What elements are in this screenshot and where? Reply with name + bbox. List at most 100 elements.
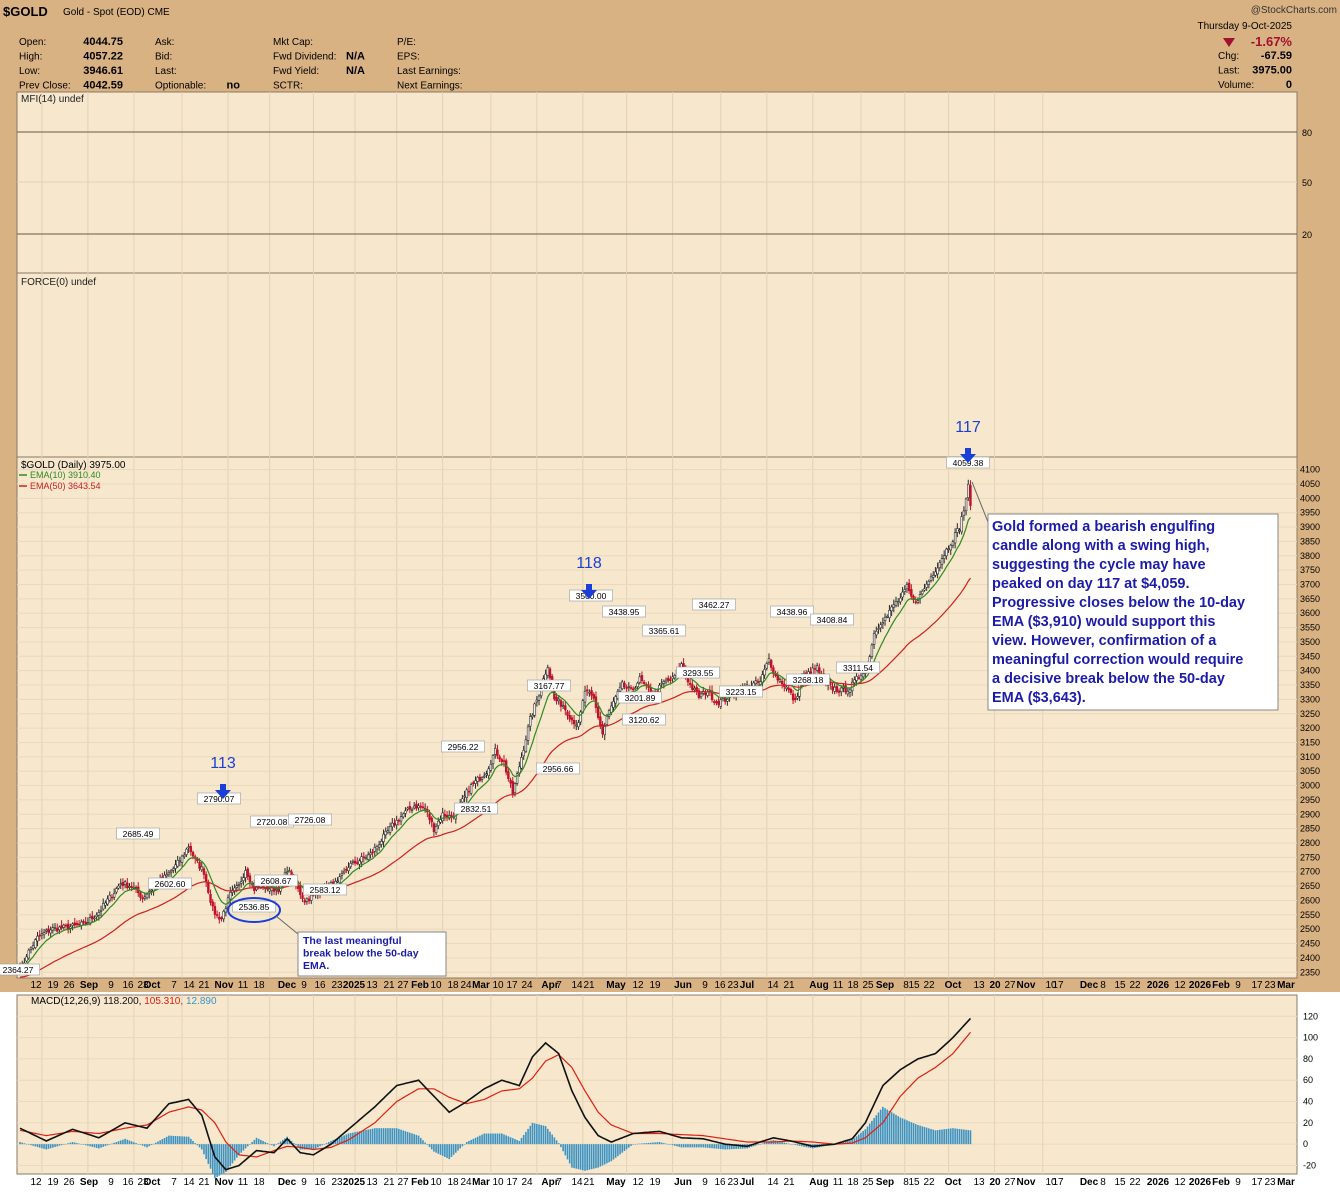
histogram-bar bbox=[93, 1144, 96, 1148]
x-axis-label: Sep bbox=[80, 980, 98, 991]
candle-body bbox=[301, 895, 304, 899]
histogram-bar bbox=[864, 1129, 867, 1145]
histogram-bar bbox=[306, 1144, 308, 1150]
price-tick-label: 2500 bbox=[1300, 924, 1320, 934]
x-axis-label: 23 bbox=[727, 1177, 739, 1188]
x-axis-label: 13 bbox=[366, 1177, 378, 1188]
x-axis-label: Mar bbox=[1277, 1177, 1295, 1188]
candle-body bbox=[945, 548, 948, 557]
histogram-bar bbox=[763, 1142, 766, 1145]
histogram-bar bbox=[492, 1133, 494, 1145]
histogram-bar bbox=[897, 1116, 899, 1145]
histogram-bar bbox=[249, 1144, 251, 1145]
histogram-bar bbox=[100, 1144, 102, 1148]
x-axis-label: 11 bbox=[833, 980, 844, 991]
x-axis-label: 27 bbox=[397, 1177, 409, 1188]
histogram-bar bbox=[908, 1121, 910, 1145]
candle-body bbox=[962, 510, 966, 516]
candle-body bbox=[767, 658, 771, 663]
price-callout: 2832.51 bbox=[461, 804, 492, 814]
histogram-bar bbox=[759, 1144, 762, 1145]
quote-mid2-value: N/A bbox=[346, 65, 365, 77]
candle-body bbox=[671, 676, 674, 679]
price-callout-box bbox=[770, 605, 814, 618]
candle-body bbox=[618, 686, 622, 692]
candle-body bbox=[406, 807, 409, 810]
candle-body bbox=[117, 885, 120, 889]
candle-body bbox=[848, 689, 852, 693]
histogram-bar bbox=[260, 1139, 262, 1145]
histogram-bar bbox=[133, 1142, 135, 1145]
candle-body bbox=[51, 927, 55, 931]
price-callout: 2956.66 bbox=[543, 764, 574, 774]
candle-body bbox=[246, 868, 249, 877]
histogram-bar bbox=[444, 1144, 446, 1157]
x-axis-label: Mar bbox=[472, 1177, 490, 1188]
price-tick-label: 3950 bbox=[1300, 508, 1320, 518]
histogram-bar bbox=[700, 1144, 702, 1148]
candle-body bbox=[715, 701, 718, 704]
histogram-bar bbox=[95, 1144, 98, 1148]
candle-body bbox=[167, 872, 171, 875]
x-axis-label: 23 bbox=[331, 1177, 343, 1188]
histogram-bar bbox=[733, 1144, 735, 1150]
histogram-bar bbox=[122, 1139, 124, 1145]
price-callout-box bbox=[116, 827, 160, 840]
histogram-bar bbox=[139, 1144, 142, 1145]
histogram-bar bbox=[481, 1134, 483, 1145]
candle-body bbox=[899, 597, 902, 603]
histogram-bar bbox=[564, 1144, 567, 1156]
histogram-bar bbox=[501, 1133, 503, 1145]
histogram-bar bbox=[566, 1144, 569, 1160]
histogram-bar bbox=[179, 1136, 181, 1145]
histogram-bar bbox=[676, 1144, 678, 1147]
histogram-bar bbox=[860, 1132, 862, 1145]
candle-body bbox=[342, 870, 346, 874]
histogram-bar bbox=[969, 1130, 972, 1145]
candle-body bbox=[693, 687, 696, 691]
histogram-bar bbox=[373, 1128, 376, 1145]
candle-body bbox=[912, 595, 915, 601]
histogram-bar bbox=[111, 1143, 113, 1145]
candle-body bbox=[881, 622, 885, 625]
candle-body bbox=[204, 874, 208, 882]
candle-body bbox=[833, 686, 836, 692]
candle-body bbox=[439, 819, 442, 823]
histogram-bar bbox=[949, 1128, 952, 1145]
histogram-bar bbox=[91, 1144, 94, 1147]
histogram-bar bbox=[783, 1142, 786, 1145]
histogram-bar bbox=[479, 1135, 481, 1145]
price-tick-label: 2950 bbox=[1300, 795, 1320, 805]
candle-body bbox=[513, 783, 517, 793]
histogram-bar bbox=[877, 1112, 880, 1145]
histogram-bar bbox=[781, 1142, 783, 1145]
histogram-bar bbox=[630, 1144, 632, 1146]
x-axis-label: Mar bbox=[472, 980, 490, 991]
candle-body bbox=[49, 929, 52, 934]
histogram-bar bbox=[185, 1136, 188, 1145]
histogram-bar bbox=[494, 1133, 497, 1145]
histogram-bar bbox=[163, 1137, 166, 1145]
candle-body bbox=[921, 590, 924, 595]
histogram-bar bbox=[273, 1144, 275, 1147]
histogram-bar bbox=[503, 1134, 505, 1145]
candle-body bbox=[535, 699, 539, 703]
price-callout-box bbox=[232, 900, 276, 913]
histogram-bar bbox=[108, 1144, 111, 1145]
candle-body bbox=[408, 805, 412, 810]
histogram-bar bbox=[146, 1144, 148, 1148]
histogram-bar bbox=[187, 1136, 190, 1145]
x-axis-label: 14 bbox=[571, 1177, 583, 1188]
histogram-bar bbox=[722, 1144, 724, 1150]
price-callout-box bbox=[786, 673, 830, 686]
candle-body bbox=[229, 891, 232, 900]
histogram-bar bbox=[967, 1130, 970, 1145]
histogram-bar bbox=[203, 1144, 205, 1155]
histogram-bar bbox=[192, 1140, 194, 1145]
candle-body bbox=[923, 588, 926, 591]
quote-left-label: Prev Close: bbox=[19, 81, 71, 92]
macd-tick-label: 100 bbox=[1303, 1033, 1318, 1043]
histogram-bar bbox=[888, 1110, 891, 1145]
candle-body bbox=[667, 677, 670, 681]
